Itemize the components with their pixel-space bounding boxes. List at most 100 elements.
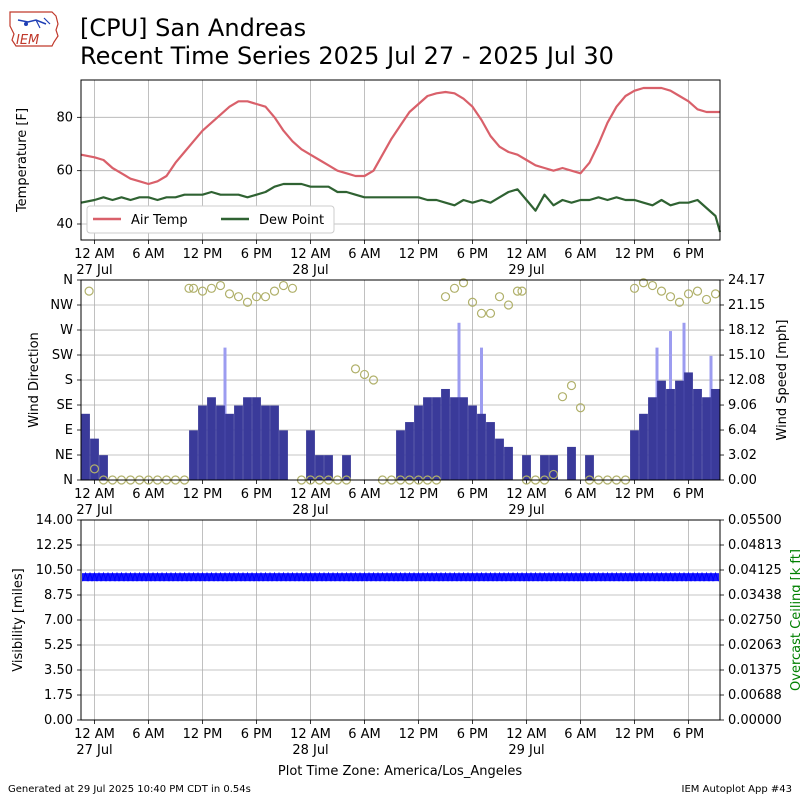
wind-speed-bar [252,397,261,480]
wind-speed-bar [189,430,198,480]
y-tick-label: 14.00 [36,513,73,528]
wind-speed-bar [540,455,549,480]
x-tick-label: 6 AM [348,727,381,742]
y-tick-label: 12.25 [36,538,73,553]
y2-tick-label: 0.05500 [728,513,782,528]
wind-speed-bar [657,380,666,480]
wind-speed-bar [522,455,531,480]
y2-tick-label: E [65,423,73,438]
wind-direction-point [647,280,658,291]
y-tick-label: 6.04 [728,423,757,438]
y-tick-label: 0.00 [728,473,757,488]
chart-title: [CPU] San Andreas [80,14,307,42]
y2-tick-label: N [63,273,73,288]
wind-direction-point [629,283,640,293]
wind-speed-bar [675,380,684,480]
wind-direction-point [287,283,298,293]
y2-tick-label: 0.02750 [728,613,782,628]
x-tick-label: 6 PM [673,727,704,742]
wind-direction-point [449,283,460,293]
visibility-panel [80,519,721,721]
wind-direction-point [278,280,289,291]
wind-speed-bar [99,455,108,480]
y-tick-label: 9.06 [728,398,757,413]
wind-direction-point [575,403,586,413]
wind-direction-point [548,469,559,480]
wind-direction-point [494,292,505,302]
y-tick-label: 15.10 [728,348,765,363]
wind-direction-point [683,289,694,299]
wind-speed-bar [207,397,216,480]
x-date-label: 27 Jul [76,263,112,278]
x-tick-label: 6 PM [241,727,272,742]
y2-axis-label: Overcast Ceiling [k ft] [789,549,800,691]
x-tick-label: 6 PM [241,487,272,502]
y-axis-label: Temperature [F] [15,108,30,213]
wind-speed-bar [495,438,504,480]
x-tick-label: 12 PM [183,727,223,742]
x-tick-label: 6 AM [348,487,381,502]
x-tick-label: 12 AM [506,247,547,262]
wind-direction-point [517,286,527,296]
wind-direction-point [557,392,568,402]
x-tick-label: 12 PM [399,727,439,742]
wind-direction-point [224,289,235,299]
legend-box [86,205,335,234]
x-tick-label: 12 AM [290,487,331,502]
x-tick-label: 6 AM [564,727,597,742]
wind-direction-point [188,283,199,293]
wind-direction-point [458,278,469,288]
wind-speed-bar [549,455,558,480]
y2-tick-label: 0.00688 [728,688,782,703]
x-tick-label: 12 AM [506,487,547,502]
temperature-panel [80,79,721,241]
wind-speed-bar [342,455,351,480]
wind-direction-point [512,286,523,296]
x-tick-label: 6 PM [673,247,704,262]
wind-direction-point [503,300,514,310]
y-tick-label: 10.50 [36,563,73,578]
wind-direction-point [89,464,100,474]
wind-direction-point [184,283,194,293]
wind-direction-point [242,297,253,307]
y-tick-label: 5.25 [44,638,73,653]
y-tick-label: 7.00 [44,613,73,628]
wind-speed-bar [702,397,711,480]
x-tick-label: 6 AM [564,247,597,262]
y2-tick-label: NW [50,298,73,313]
wind-direction-point [476,308,487,318]
wind-direction-point [674,297,685,307]
wind-direction-point [350,364,361,374]
y-axis-label: Visibility [miles] [11,568,26,671]
wind-direction-point [638,278,649,288]
wind-speed-bar [567,446,576,480]
wind-speed-bar [666,388,675,480]
y2-axis-label: Wind Direction [27,332,42,428]
wind-speed-bar [90,438,99,480]
x-date-label: 27 Jul [76,503,112,518]
wind-direction-point [485,308,496,318]
wind-speed-bar [234,405,243,480]
y-tick-label: 3.02 [728,448,757,463]
wind-direction-point [692,286,703,296]
visibility-series [82,573,719,582]
y2-tick-label: 0.04813 [728,538,782,553]
wind-speed-bar [396,430,405,480]
generated-footer: Generated at 29 Jul 2025 10:40 PM CDT in… [8,784,251,795]
x-tick-label: 12 AM [74,247,115,262]
wind-speed-bar [585,455,594,480]
x-date-label: 29 Jul [508,263,544,278]
x-tick-label: 6 AM [564,487,597,502]
legend-label: Dew Point [259,213,324,228]
iem-logo: IEM [9,11,59,48]
wind-speed-bar [198,405,207,480]
x-date-label: 29 Jul [508,503,544,518]
y2-tick-label: SE [57,398,73,413]
x-tick-label: 12 AM [506,727,547,742]
wind-direction-point [233,292,244,302]
wind-direction-point [84,286,94,296]
y-tick-label: 0.00 [44,713,73,728]
wind-speed-bar [450,397,459,480]
wind-speed-bar [261,405,270,480]
